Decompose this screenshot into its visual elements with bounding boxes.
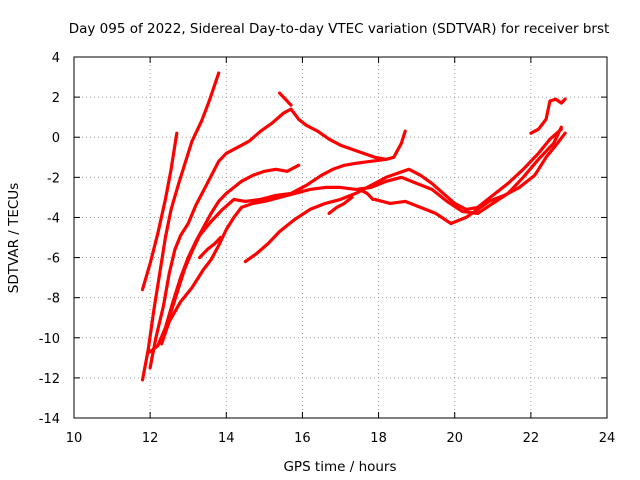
x-tick-label: 16 <box>294 431 311 446</box>
y-tick-label: -6 <box>47 252 60 267</box>
x-axis-label: GPS time / hours <box>283 459 396 475</box>
x-tick-label: 20 <box>446 431 463 446</box>
x-tick-label: 22 <box>523 431 540 446</box>
grid-lines <box>74 57 607 418</box>
series-1 <box>140 131 179 292</box>
plot-frame <box>73 56 608 419</box>
data-series <box>140 71 567 382</box>
x-tick-label: 10 <box>66 431 83 446</box>
series-10 <box>327 195 354 215</box>
series-7 <box>160 125 563 346</box>
y-tick-label: -8 <box>47 292 60 307</box>
x-tick-label: 14 <box>218 431 235 446</box>
series-3 <box>148 107 407 370</box>
y-tick-label: -12 <box>39 372 60 387</box>
y-tick-label: 4 <box>52 51 60 66</box>
x-tick-label: 18 <box>370 431 387 446</box>
series-9 <box>243 127 563 264</box>
y-axis-label: SDTVAR / TECUs <box>6 183 22 293</box>
series-4 <box>278 91 293 107</box>
y-tick-label: 0 <box>52 131 60 146</box>
y-tick-label: 2 <box>52 91 60 106</box>
y-tick-label: -4 <box>47 211 60 226</box>
y-tick-label: -2 <box>47 171 60 186</box>
series-8 <box>198 235 223 260</box>
series-11 <box>373 131 567 226</box>
y-tick-label: -14 <box>39 412 60 427</box>
y-tick-label: -10 <box>39 332 60 347</box>
series-6 <box>167 157 388 320</box>
series-2 <box>140 71 221 382</box>
series-13 <box>529 97 567 135</box>
x-tick-label: 24 <box>599 431 616 446</box>
x-tick-label: 12 <box>142 431 159 446</box>
series-12 <box>357 187 375 201</box>
chart-title: Day 095 of 2022, Sidereal Day-to-day VTE… <box>69 21 610 37</box>
